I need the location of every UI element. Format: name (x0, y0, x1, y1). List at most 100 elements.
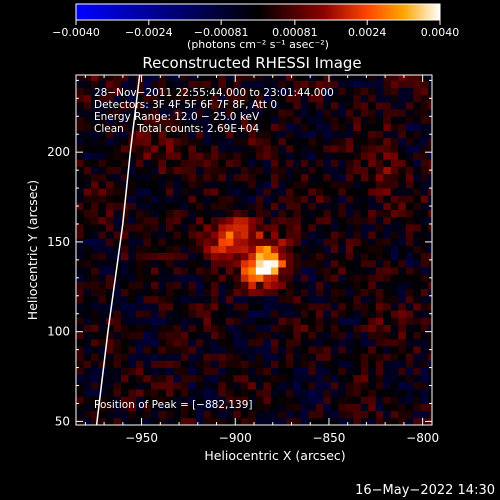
heatmap-cell (398, 310, 407, 318)
heatmap-cell (90, 180, 99, 189)
heatmap-cell (420, 267, 429, 275)
heatmap-cell (413, 295, 422, 304)
heatmap-cell (105, 259, 114, 268)
heatmap-cell (98, 259, 107, 268)
heatmap-cell (203, 94, 212, 103)
heatmap-cell (368, 403, 377, 412)
heatmap-cell (405, 116, 414, 124)
heatmap-cell (338, 324, 347, 333)
heatmap-cell (270, 338, 279, 347)
heatmap-cell (405, 410, 414, 419)
heatmap-cell (188, 152, 197, 160)
heatmap-cell (180, 137, 189, 146)
heatmap-cell (248, 295, 257, 304)
heatmap-cell (135, 374, 144, 383)
heatmap-cell (150, 403, 159, 412)
heatmap-cell (135, 188, 144, 196)
heatmap-cell (405, 137, 414, 146)
heatmap-cell (203, 231, 212, 239)
heatmap-cell (293, 417, 302, 425)
heatmap-cell (375, 381, 384, 390)
heatmap-cell (98, 324, 107, 333)
heatmap-cell (218, 202, 227, 211)
heatmap-cell (203, 417, 212, 425)
heatmap-cell (143, 188, 152, 196)
heatmap-cell (420, 331, 429, 340)
heatmap-cell (285, 346, 294, 354)
heatmap-cell (285, 231, 294, 239)
heatmap-cell (353, 267, 362, 275)
heatmap-cell (90, 410, 99, 419)
heatmap-cell (210, 338, 219, 347)
heatmap-cell (360, 346, 369, 354)
heatmap-cell (180, 245, 189, 254)
heatmap-cell (195, 367, 204, 376)
heatmap-cell (135, 231, 144, 239)
heatmap-cell (383, 94, 392, 103)
heatmap-cell (390, 281, 399, 289)
heatmap-cell (368, 180, 377, 189)
heatmap-cell (218, 94, 227, 103)
heatmap-cell (218, 152, 227, 160)
heatmap-cell (360, 367, 369, 376)
heatmap-cell (330, 410, 339, 419)
heatmap-cell (420, 252, 429, 261)
heatmap-cell (135, 152, 144, 160)
heatmap-cell (420, 274, 429, 282)
heatmap-cell (218, 231, 227, 239)
heatmap-cell (390, 159, 399, 167)
heatmap-cell (248, 310, 257, 318)
heatmap-cell (210, 166, 219, 175)
heatmap-cell (113, 166, 122, 175)
heatmap-cell (345, 281, 354, 289)
heatmap-cell (375, 80, 384, 88)
heatmap-cell (240, 353, 249, 361)
heatmap-cell (383, 274, 392, 282)
y-tick-label: 200 (47, 145, 70, 159)
heatmap-cell (143, 159, 152, 167)
heatmap-cell (158, 75, 167, 81)
heatmap-cell (345, 396, 354, 404)
heatmap-cell (390, 331, 399, 340)
heatmap-cell (293, 403, 302, 412)
heatmap-cell (135, 109, 144, 117)
heatmap-cell (285, 403, 294, 412)
heatmap-cell (405, 281, 414, 289)
heatmap-cell (293, 374, 302, 383)
heatmap-cell (278, 123, 287, 132)
heatmap-cell (345, 338, 354, 347)
heatmap-cell (248, 223, 257, 232)
heatmap-cell (368, 145, 377, 153)
heatmap-cell (225, 281, 234, 289)
heatmap-cell (135, 123, 144, 132)
heatmap-cell (428, 389, 432, 397)
heatmap-cell (83, 274, 92, 282)
heatmap-cell (240, 145, 249, 153)
heatmap-cell (323, 188, 332, 196)
heatmap-cell (345, 80, 354, 88)
heatmap-cell (300, 274, 309, 282)
heatmap-cell (120, 245, 129, 254)
heatmap-cell (120, 87, 129, 96)
heatmap-cell (173, 259, 182, 268)
heatmap-cell (128, 109, 137, 117)
heatmap-cell (263, 374, 272, 383)
heatmap-cell (413, 159, 422, 167)
heatmap-cell (120, 80, 129, 88)
heatmap-cell (90, 367, 99, 376)
heatmap-cell (263, 360, 272, 368)
heatmap-cell (98, 417, 107, 425)
heatmap-cell (150, 123, 159, 132)
heatmap-cell (345, 130, 354, 139)
heatmap-cell (135, 101, 144, 110)
heatmap-cell (398, 302, 407, 311)
heatmap-cell (293, 245, 302, 254)
heatmap-cell (375, 173, 384, 182)
heatmap-cell (143, 195, 152, 203)
heatmap-cell (255, 116, 264, 124)
heatmap-cell (398, 346, 407, 354)
heatmap-cell (248, 389, 257, 397)
heatmap-cell (128, 80, 137, 88)
heatmap-cell (218, 188, 227, 196)
heatmap-cell (90, 231, 99, 239)
